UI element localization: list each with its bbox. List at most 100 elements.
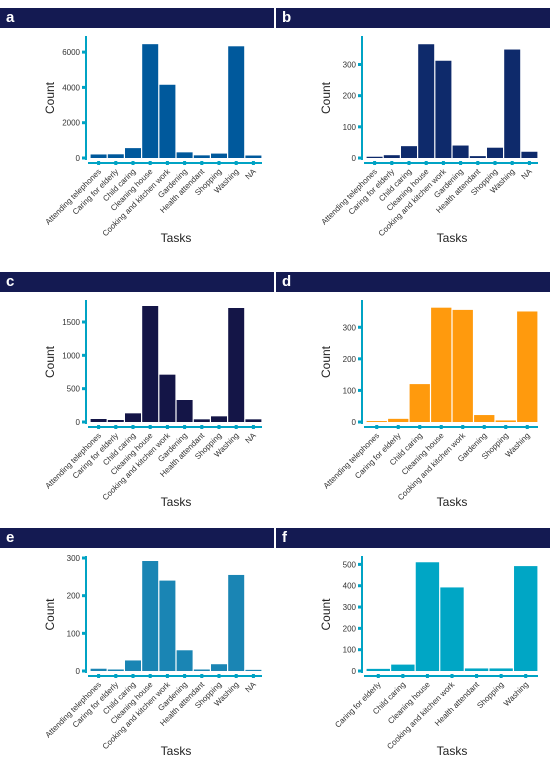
bar [125, 148, 141, 158]
bar [383, 155, 400, 158]
bar [176, 400, 193, 422]
y-tick-label: 6000 [62, 48, 80, 57]
bar [193, 669, 210, 671]
bar [193, 155, 210, 158]
x-axis-title: Tasks [437, 495, 468, 509]
bar [489, 668, 513, 671]
x-axis-title: Tasks [161, 231, 192, 245]
bar [176, 152, 193, 158]
x-tick-label: NA [520, 167, 535, 182]
bar [521, 151, 538, 158]
bar [487, 147, 503, 158]
y-axis-title: Count [319, 345, 333, 378]
bar [517, 311, 538, 422]
panel-c: c 0 500 1000 1500 Count Attending telephones C… [0, 272, 274, 514]
y-tick-label: 100 [67, 629, 81, 638]
x-axis-title: Tasks [161, 495, 192, 509]
bar [388, 418, 409, 422]
y-tick-label: 200 [343, 92, 357, 101]
y-axis-title: Count [319, 598, 333, 631]
y-tick-label: 0 [76, 418, 81, 427]
bar [125, 660, 141, 671]
x-axis-title: Tasks [161, 744, 192, 758]
bar [440, 587, 464, 671]
y-tick-label: 200 [343, 624, 357, 633]
y-axis-title: Count [43, 81, 57, 114]
panel-e: e 0 100 200 300 Count Attending telephones Car… [0, 528, 274, 763]
y-tick-label: 500 [343, 560, 357, 569]
bar [228, 308, 245, 422]
bar [401, 146, 417, 158]
bar [469, 156, 486, 158]
bar [159, 84, 176, 158]
bar [431, 307, 452, 422]
bar [452, 145, 469, 158]
bar [474, 415, 495, 422]
x-tick-label: NA [244, 431, 259, 446]
y-tick-label: 300 [343, 60, 357, 69]
panel-letter: d [282, 273, 292, 290]
bar [211, 153, 227, 158]
panel-header: c [0, 272, 274, 292]
bar [418, 44, 435, 158]
bar [452, 309, 473, 422]
panel-letter: c [6, 273, 15, 290]
bar [142, 44, 159, 158]
bar [228, 574, 245, 671]
y-tick-label: 200 [343, 355, 357, 364]
y-tick-label: 400 [343, 582, 357, 591]
panel-a: a 0 2000 4000 6000 Count Attending telephones… [0, 8, 274, 250]
x-tick-label: Shopping [475, 680, 505, 710]
x-tick-label: NA [244, 680, 259, 695]
y-tick-label: 0 [352, 154, 357, 163]
bar [228, 46, 245, 159]
bar [495, 420, 516, 422]
panel-f: f 0 100 200 300 400 500 Count Caring for elderl… [276, 528, 550, 763]
bar [159, 580, 176, 671]
panel-b: b 0 100 200 300 Count Attending telephones Car… [276, 8, 550, 250]
bar [366, 421, 387, 422]
bar [107, 420, 124, 422]
bar [142, 306, 159, 422]
panel-header: e [0, 528, 274, 548]
bar [107, 154, 124, 158]
x-tick-label: Washing [502, 680, 530, 708]
panel-letter: b [282, 9, 292, 26]
bar [415, 562, 440, 671]
bar [159, 374, 176, 422]
y-tick-label: 4000 [62, 83, 80, 92]
y-tick-label: 1000 [62, 351, 80, 360]
y-tick-label: 0 [76, 667, 81, 676]
bar [176, 650, 193, 671]
bar [142, 561, 159, 671]
y-axis-title: Count [43, 598, 57, 631]
y-tick-label: 2000 [62, 119, 80, 128]
bar [514, 566, 538, 671]
y-tick-label: 0 [352, 418, 357, 427]
bar [464, 668, 489, 671]
x-tick-label: NA [244, 167, 259, 182]
panel-header: d [276, 272, 550, 292]
bar [245, 155, 262, 158]
y-tick-label: 100 [343, 386, 357, 395]
panel-header: f [276, 528, 550, 548]
bar [90, 419, 107, 422]
y-tick-label: 500 [67, 385, 81, 394]
y-tick-label: 300 [67, 554, 81, 563]
y-axis-title: Count [43, 345, 57, 378]
y-tick-label: 100 [343, 123, 357, 132]
y-axis-title: Count [319, 81, 333, 114]
bar [366, 156, 383, 158]
bar [504, 49, 521, 158]
y-tick-label: 1500 [62, 318, 80, 327]
panel-letter: a [6, 9, 15, 26]
panel-header: b [276, 8, 550, 28]
panel-letter: f [282, 529, 287, 546]
y-tick-label: 300 [343, 323, 357, 332]
y-tick-label: 0 [76, 154, 81, 163]
